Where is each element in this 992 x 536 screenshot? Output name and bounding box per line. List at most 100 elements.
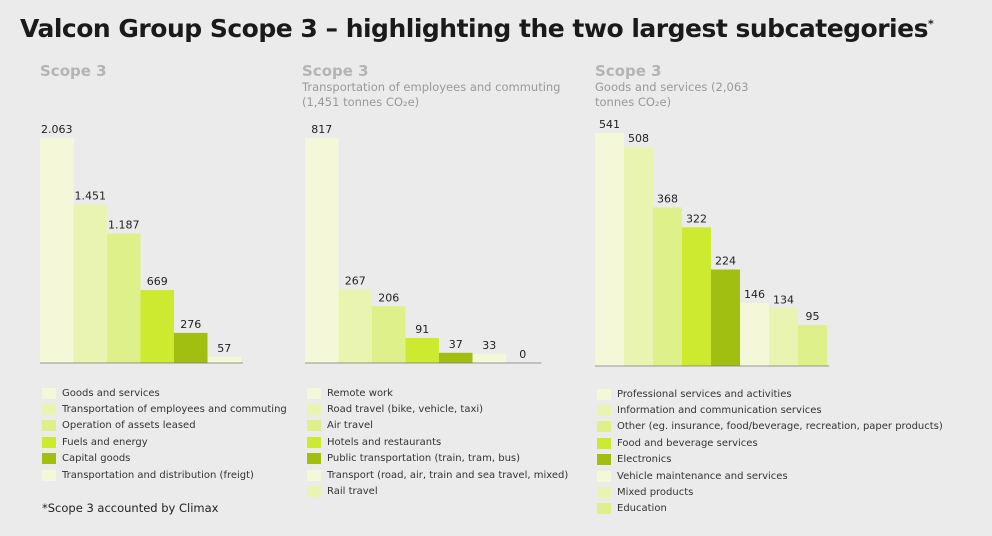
legend-item: Capital goods (42, 451, 287, 467)
legend-swatch (42, 420, 56, 432)
bar (174, 332, 208, 363)
legend-label: Fuels and energy (62, 436, 148, 448)
chart-subtitle: Goods and services (2,063 tonnes CO₂e) (595, 80, 749, 109)
legend-label: Goods and services (62, 387, 160, 399)
data-label: 206 (378, 291, 399, 304)
legend-item: Mixed products (597, 484, 943, 500)
data-label: 669 (147, 275, 168, 288)
chart-panel-3: Scope 3 Goods and services (2,063 tonnes… (595, 62, 775, 110)
chart-subtitle: Transportation of employees and commutin… (302, 80, 561, 109)
chart-title: Scope 3 (302, 62, 369, 80)
bar (711, 269, 740, 366)
legend-label: Mixed products (617, 487, 694, 499)
legend-label: Food and beverage services (617, 437, 758, 449)
bar (207, 356, 241, 363)
legend-swatch (42, 453, 56, 465)
data-label: 224 (715, 255, 736, 268)
legend-swatch (597, 470, 611, 482)
legend-label: Operation of assets leased (62, 420, 196, 432)
legend-swatch (307, 404, 321, 416)
legend-item: Hotels and restaurants (307, 434, 568, 450)
data-label: 508 (628, 132, 649, 145)
data-label: 267 (345, 274, 366, 287)
bar (372, 306, 406, 363)
legend-label: Other (eg. insurance, food/beverage, rec… (617, 421, 943, 433)
legend-item: Other (eg. insurance, food/beverage, rec… (597, 419, 943, 435)
legend-item: Air travel (307, 418, 568, 434)
legend: Professional services and activities Info… (597, 386, 943, 517)
bar (73, 204, 107, 363)
legend-item: Operation of assets leased (42, 418, 287, 434)
legend-item: Education (597, 501, 943, 517)
legend-swatch (597, 421, 611, 433)
legend-item: Transportation of employees and commutin… (42, 401, 287, 417)
legend-swatch (597, 454, 611, 466)
bar (305, 138, 339, 363)
bar (653, 207, 682, 366)
chart-panel-2: Scope 3 Transportation of employees and … (302, 62, 572, 110)
title-mark: * (927, 17, 934, 31)
legend-item: Fuels and energy (42, 434, 287, 450)
legend-swatch (42, 387, 56, 399)
bar (140, 290, 174, 363)
legend-swatch (597, 487, 611, 499)
bar (439, 352, 473, 363)
data-label: 368 (657, 193, 678, 206)
chart-title: Scope 3 (595, 62, 662, 80)
bar (595, 133, 624, 366)
legend-label: Information and communication services (617, 405, 822, 417)
legend-item: Professional services and activities (597, 386, 943, 402)
bar (624, 147, 653, 366)
data-label: 1.451 (75, 190, 107, 203)
legend-label: Road travel (bike, vehicle, taxi) (327, 404, 484, 416)
legend: Goods and services Transportation of empl… (42, 385, 287, 483)
legend-item: Vehicle maintenance and services (597, 468, 943, 484)
bar (472, 353, 506, 363)
bar (740, 303, 769, 366)
legend-item: Remote work (307, 385, 568, 401)
legend-label: Hotels and restaurants (327, 436, 442, 448)
legend-label: Vehicle maintenance and services (617, 470, 788, 482)
legend-swatch (307, 469, 321, 481)
data-label: 57 (217, 342, 231, 355)
data-label: 322 (686, 212, 707, 225)
legend-item: Public transportation (train, tram, bus) (307, 451, 568, 467)
legend-swatch (42, 436, 56, 448)
legend-item: Electronics (597, 452, 943, 468)
data-label: 95 (806, 310, 820, 323)
legend-item: Transportation and distribution (freigt) (42, 467, 287, 483)
legend-swatch (597, 503, 611, 515)
data-label: 2.063 (41, 123, 73, 136)
legend-swatch (307, 436, 321, 448)
chart-panel-1: Scope 3 (40, 62, 107, 80)
legend-swatch (307, 486, 321, 498)
legend-label: Transportation of employees and commutin… (62, 404, 287, 416)
legend-item: Information and communication services (597, 402, 943, 418)
bar (107, 233, 141, 363)
bar (798, 325, 827, 366)
legend-swatch (597, 405, 611, 417)
legend-swatch (42, 469, 56, 481)
chart-title: Scope 3 (40, 62, 107, 80)
legend-label: Education (617, 503, 667, 515)
bar (769, 308, 798, 366)
legend-label: Transport (road, air, train and sea trav… (327, 469, 569, 481)
legend-label: Transportation and distribution (freigt) (62, 469, 254, 481)
data-label: 91 (415, 323, 429, 336)
legend-swatch (307, 453, 321, 465)
bar (682, 227, 711, 366)
legend-swatch (42, 404, 56, 416)
legend-item: Goods and services (42, 385, 287, 401)
data-label: 33 (482, 339, 496, 352)
bar (338, 289, 372, 363)
data-label: 276 (180, 318, 201, 331)
bar (40, 138, 74, 363)
legend: Remote work Road travel (bike, vehicle, t… (307, 385, 568, 500)
legend-label: Public transportation (train, tram, bus) (327, 453, 521, 465)
data-label: 541 (599, 118, 620, 131)
data-label: 134 (773, 293, 794, 306)
bar (405, 337, 439, 363)
legend-label: Air travel (327, 420, 373, 432)
legend-swatch (597, 437, 611, 449)
